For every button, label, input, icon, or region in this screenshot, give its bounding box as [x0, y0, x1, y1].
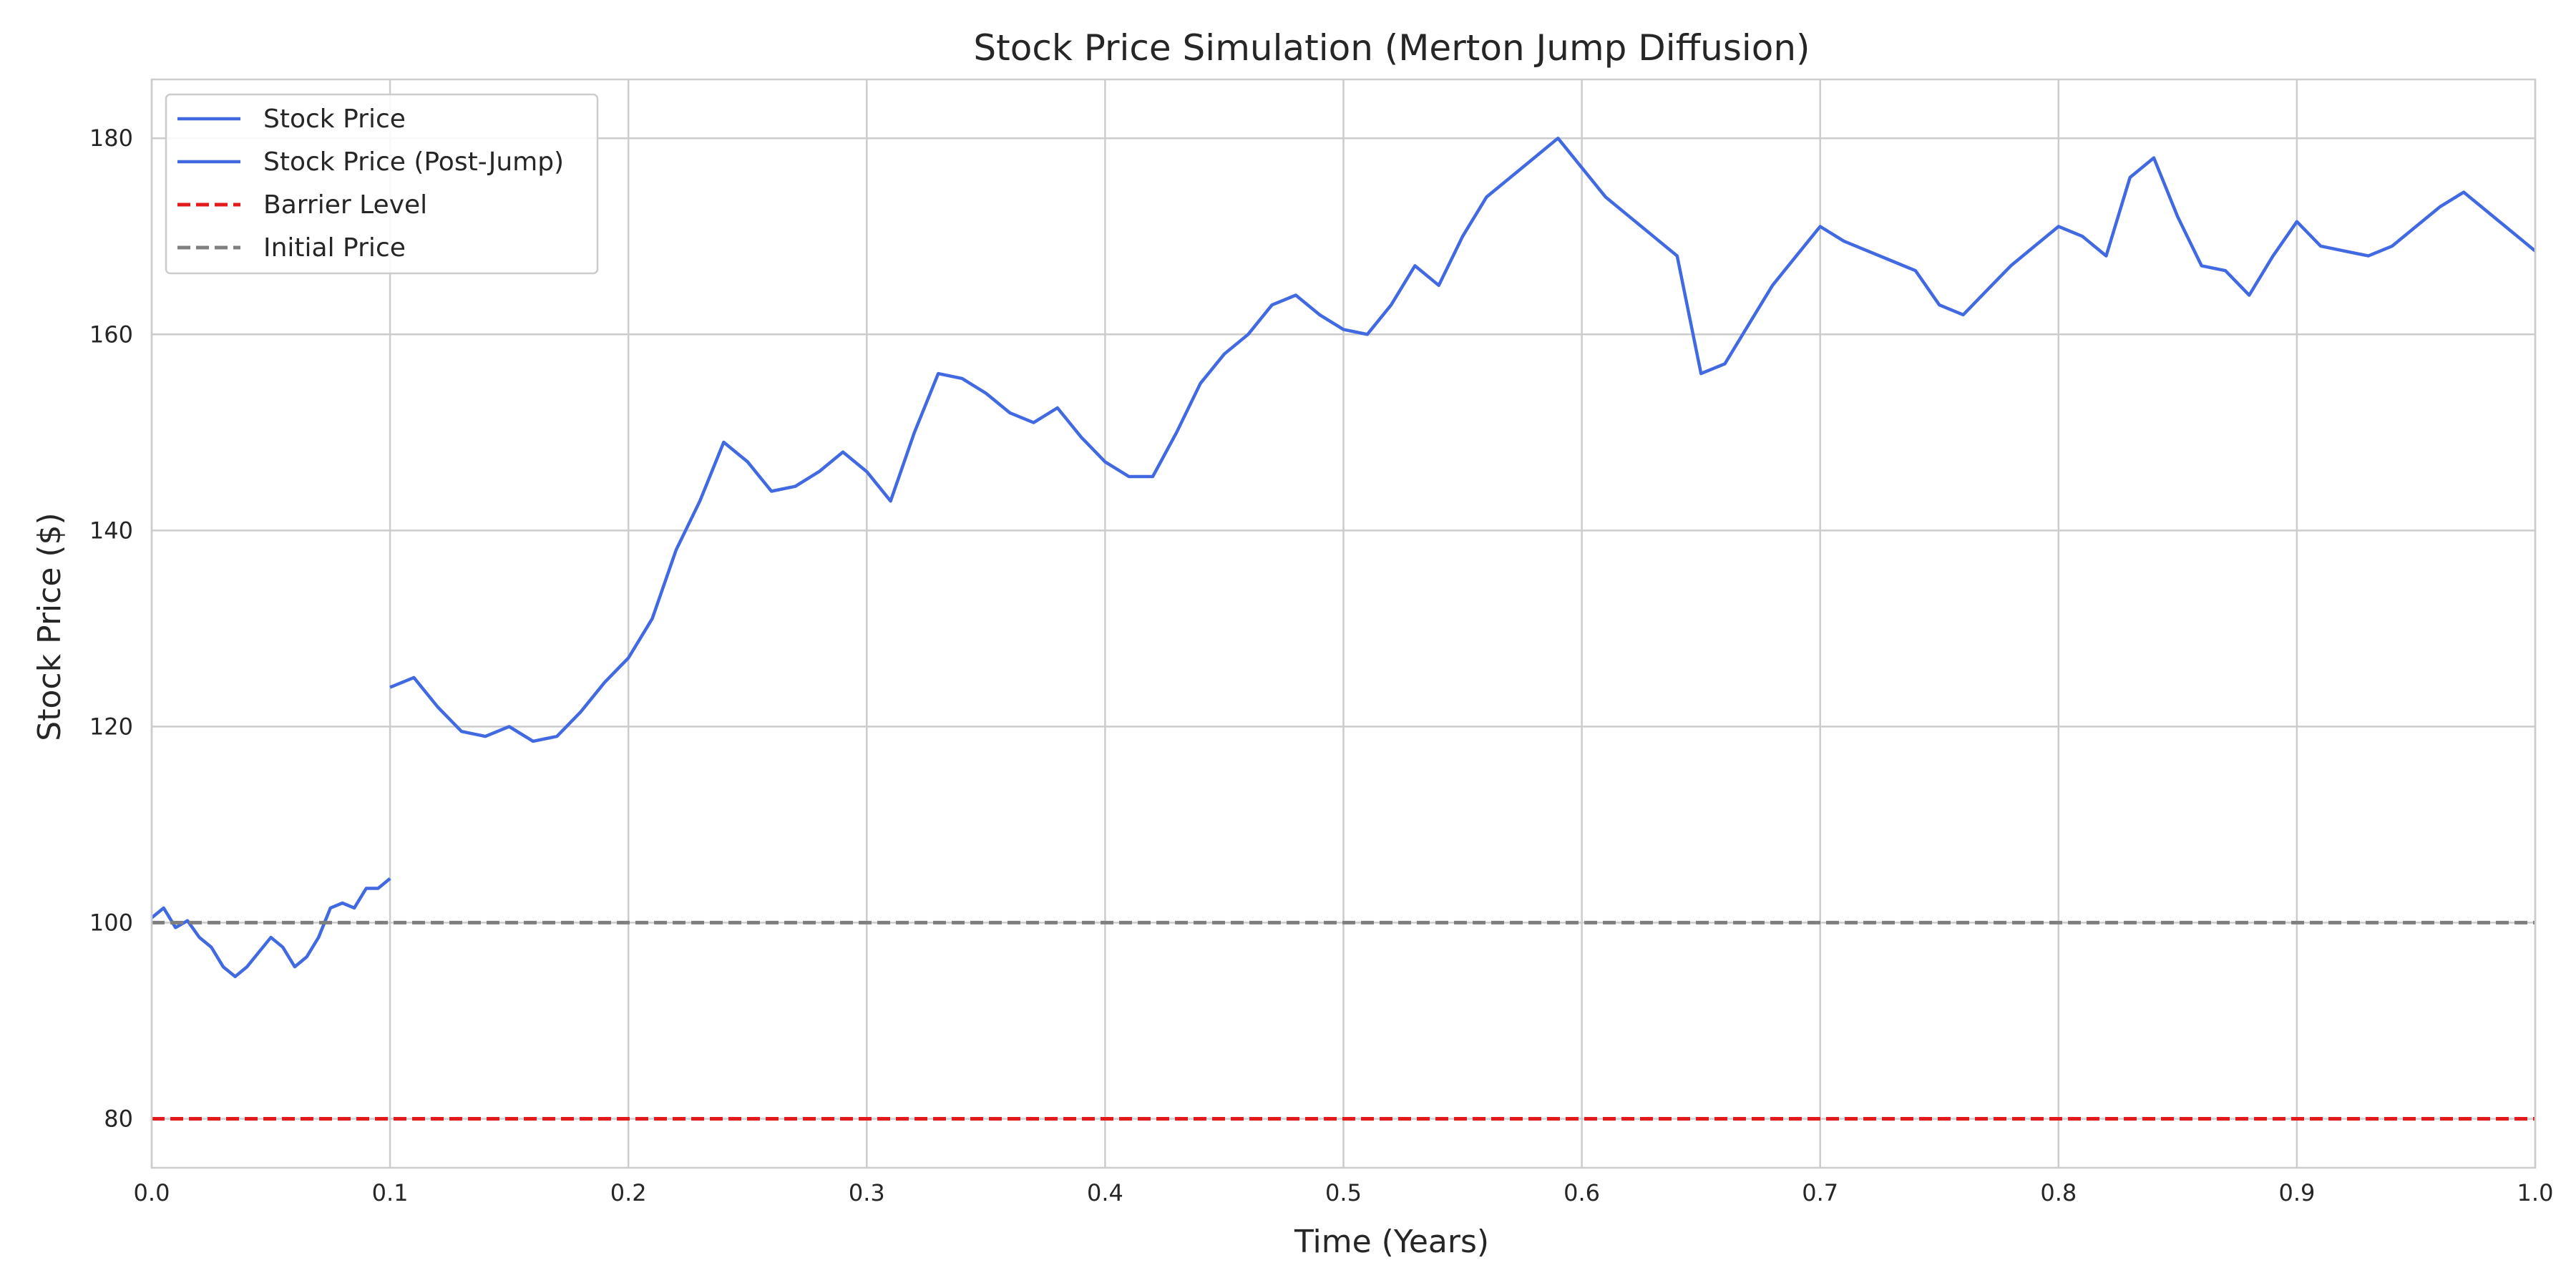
series-line-stock-price	[150, 877, 391, 979]
x-tick-label: 0.7	[1802, 1179, 1838, 1206]
x-tick-label: 0.1	[372, 1179, 409, 1206]
x-tick-label: 0.9	[2278, 1179, 2315, 1206]
x-axis-title: Time (Years)	[1294, 1224, 1489, 1260]
legend-label-barrier-level: Barrier Level	[263, 190, 427, 220]
x-tick-label: 0.3	[849, 1179, 885, 1206]
x-tick-label: 0.0	[134, 1179, 170, 1206]
x-tick-label: 0.8	[2040, 1179, 2077, 1206]
y-tick-label: 140	[89, 517, 133, 544]
legend-label-initial-price: Initial Price	[263, 233, 406, 263]
y-tick-label: 160	[89, 321, 133, 348]
legend-label-stock-price-post-jump: Stock Price (Post-Jump)	[263, 147, 564, 177]
x-tick-label: 1.0	[2517, 1179, 2554, 1206]
series-line-stock-price-post-jump	[389, 136, 2537, 743]
legend-label-stock-price: Stock Price	[263, 104, 406, 134]
legend: Stock Price Stock Price (Post-Jump) Barrie…	[165, 93, 599, 275]
plot-border	[150, 78, 2537, 1169]
y-tick-label: 80	[104, 1105, 133, 1132]
chart-title: Stock Price Simulation (Merton Jump Diff…	[973, 27, 1810, 69]
x-tick-label: 0.5	[1325, 1179, 1362, 1206]
legend-box	[165, 93, 599, 275]
x-tick-label: 0.2	[610, 1179, 647, 1206]
x-axis-ticks: 0.0 0.1 0.2 0.3 0.4 0.5 0.6 0.7 0.8 0.9 1.0	[134, 1179, 2554, 1206]
y-tick-label: 120	[89, 713, 133, 740]
y-tick-label: 180	[89, 125, 133, 152]
x-tick-label: 0.4	[1087, 1179, 1123, 1206]
y-axis-title: Stock Price ($)	[31, 512, 68, 741]
y-tick-label: 100	[89, 909, 133, 936]
series-layer	[150, 136, 2537, 1121]
y-axis-ticks: 80 100 120 140 160 180	[89, 125, 133, 1132]
x-tick-label: 0.6	[1563, 1179, 1600, 1206]
